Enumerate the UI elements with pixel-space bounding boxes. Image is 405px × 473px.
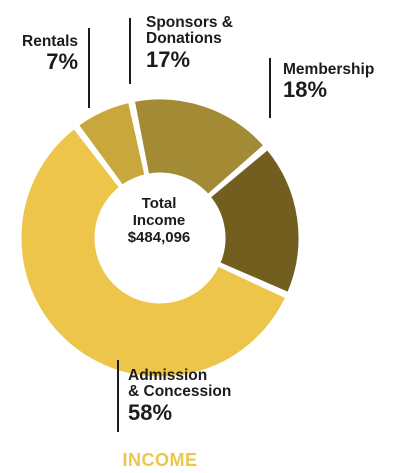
slice-label-rentals: Rentals 7% (6, 33, 78, 75)
donut-slice-admission (18, 125, 289, 380)
slice-label-name: Rentals (22, 33, 78, 50)
center-label-line2: Income (132, 211, 186, 229)
donut-slices (18, 96, 302, 380)
chart-title: INCOME (122, 450, 198, 470)
donut-slice-sponsors (131, 96, 268, 198)
slice-label-name: Membership (283, 61, 375, 78)
slice-label-sponsors: Sponsors & Donations 17% (146, 14, 286, 72)
slice-label-membership: Membership 18% (283, 61, 401, 103)
center-label-line1: Total (141, 195, 177, 212)
slice-label-name: Sponsors & Donations (146, 14, 233, 48)
slice-label-percent: 17% (146, 46, 191, 72)
center-total-label: Total Income $484,096 (114, 195, 204, 247)
slice-label-admission: Admission & Concession 58% (128, 367, 288, 425)
slice-label-percent: 58% (128, 399, 173, 425)
donut-slice-rentals (75, 99, 148, 189)
center-total-value: $484,096 (127, 228, 191, 246)
leader-lines (88, 18, 271, 432)
donut-slice-membership (207, 146, 302, 296)
slice-label-percent: 7% (46, 49, 78, 75)
slice-label-name: Admission & Concession (128, 367, 232, 401)
slice-label-percent: 18% (283, 77, 328, 103)
